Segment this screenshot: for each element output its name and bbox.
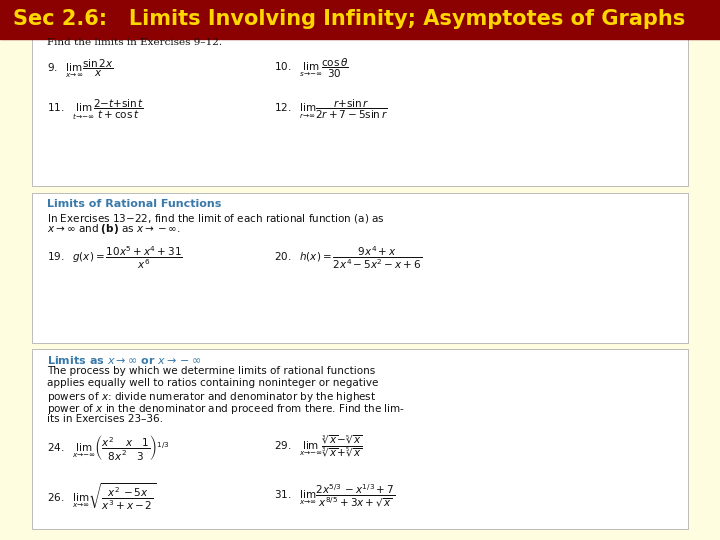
- Text: applies equally well to ratios containing noninteger or negative: applies equally well to ratios containin…: [47, 378, 378, 388]
- Text: Limits as $x\to\infty$ or $x\to-\infty$: Limits as $x\to\infty$ or $x\to-\infty$: [47, 354, 202, 366]
- Text: power of $x$ in the denominator and proceed from there. Find the lim-: power of $x$ in the denominator and proc…: [47, 402, 405, 416]
- FancyBboxPatch shape: [32, 349, 688, 529]
- Bar: [0, 0, 720, 39]
- FancyBboxPatch shape: [32, 27, 688, 186]
- Text: In Exercises 13$-$22, find the limit of each rational function (a) as: In Exercises 13$-$22, find the limit of …: [47, 212, 384, 225]
- FancyBboxPatch shape: [32, 193, 688, 343]
- Text: The process by which we determine limits of rational functions: The process by which we determine limits…: [47, 366, 375, 376]
- Text: $31.\ \ \lim_{x\to\infty}\dfrac{2x^{5/3}-x^{1/3}+7}{x^{8/5}+3x+\sqrt{x}}$: $31.\ \ \lim_{x\to\infty}\dfrac{2x^{5/3}…: [274, 482, 395, 509]
- Text: powers of $x$: divide numerator and denominator by the highest: powers of $x$: divide numerator and deno…: [47, 390, 376, 404]
- Text: its in Exercises 23–36.: its in Exercises 23–36.: [47, 414, 163, 424]
- Text: Sec 2.6:   Limits Involving Infinity; Asymptotes of Graphs: Sec 2.6: Limits Involving Infinity; Asym…: [13, 9, 685, 30]
- Text: Limits of Rational Functions: Limits of Rational Functions: [47, 199, 221, 209]
- Text: $x\to\infty$ and $\mathbf{(b)}$ as $x\to-\infty$.: $x\to\infty$ and $\mathbf{(b)}$ as $x\to…: [47, 222, 181, 237]
- Text: $10.\ \ \lim_{s\to-\infty}\dfrac{\cos\theta}{30}$: $10.\ \ \lim_{s\to-\infty}\dfrac{\cos\th…: [274, 57, 348, 80]
- Text: $12.\ \ \lim_{r\to\infty}\dfrac{r+\sin r}{2r+7-5\sin r}$: $12.\ \ \lim_{r\to\infty}\dfrac{r+\sin r…: [274, 97, 387, 121]
- Text: $11.\ \ \lim_{t\to-\infty}\dfrac{2-t+\sin t}{t+\cos t}$: $11.\ \ \lim_{t\to-\infty}\dfrac{2-t+\si…: [47, 97, 144, 122]
- Text: $19.\ \ g(x)=\dfrac{10x^5+x^4+31}{x^6}$: $19.\ \ g(x)=\dfrac{10x^5+x^4+31}{x^6}$: [47, 245, 183, 272]
- Text: $24.\ \ \lim_{x\to-\infty}\left(\dfrac{x^2\ \ \ x\ \ \ 1}{8x^2\ \ \ 3}\right)^{1: $24.\ \ \lim_{x\to-\infty}\left(\dfrac{x…: [47, 433, 169, 462]
- Text: $26.\ \ \lim_{x\to\infty}\sqrt{\dfrac{x^2-5x}{x^3+x-2}}$: $26.\ \ \lim_{x\to\infty}\sqrt{\dfrac{x^…: [47, 482, 156, 512]
- Text: $20.\ \ h(x)=\dfrac{9x^4+x}{2x^4-5x^2-x+6}$: $20.\ \ h(x)=\dfrac{9x^4+x}{2x^4-5x^2-x+…: [274, 245, 422, 272]
- Text: Find the limits in Exercises 9–12.: Find the limits in Exercises 9–12.: [47, 38, 222, 47]
- Text: $9.\ \ \lim_{x\to\infty}\dfrac{\sin 2x}{x}$: $9.\ \ \lim_{x\to\infty}\dfrac{\sin 2x}{…: [47, 57, 113, 80]
- Text: $29.\ \ \lim_{x\to-\infty}\dfrac{\sqrt[3]{x}-\sqrt[5]{x}}{\sqrt[3]{x}+\sqrt[5]{x: $29.\ \ \lim_{x\to-\infty}\dfrac{\sqrt[3…: [274, 433, 362, 459]
